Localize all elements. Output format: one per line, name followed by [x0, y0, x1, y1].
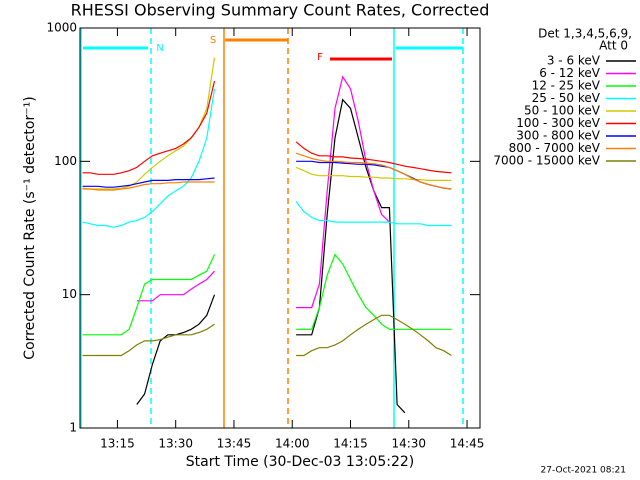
legend-title: Det 1,3,4,5,6,9,	[538, 27, 632, 41]
series-line	[82, 88, 452, 228]
y-tick-label: 1	[69, 421, 77, 435]
legend-label: 6 - 12 keV	[539, 66, 601, 80]
y-tick-label: 10	[62, 287, 77, 301]
legend-label: 50 - 100 keV	[524, 104, 601, 118]
y-tick-label: 100	[54, 154, 77, 168]
y-tick-label: 1000	[46, 21, 77, 35]
legend-label: 7000 - 15000 keV	[493, 154, 600, 168]
legend-label: 25 - 50 keV	[532, 91, 601, 105]
legend-label: 100 - 300 keV	[516, 116, 600, 130]
flag-markers	[80, 28, 464, 428]
legend-label: 12 - 25 keV	[532, 79, 601, 93]
series-line	[82, 57, 452, 190]
chart-title: RHESSI Observing Summary Count Rates, Co…	[71, 1, 490, 20]
plot-frame	[79, 27, 481, 429]
night-flag: N	[156, 43, 163, 54]
legend-label: 800 - 7000 keV	[509, 141, 601, 155]
series-line	[82, 152, 452, 191]
series-line	[136, 75, 390, 309]
flare-flag: F	[317, 52, 323, 63]
x-tick-label: 14:15	[333, 437, 368, 451]
x-axis-label: Start Time (30-Dec-03 13:05:22)	[186, 454, 414, 470]
x-tick-label: 13:45	[217, 437, 252, 451]
series-line	[82, 314, 452, 357]
x-tick-label: 14:30	[391, 437, 426, 451]
series-line	[82, 253, 452, 336]
x-tick-label: 14:00	[275, 437, 310, 451]
y-axis-label: Corrected Count Rate (s⁻¹ detector⁻¹)	[22, 96, 38, 359]
legend-label: 3 - 6 keV	[547, 54, 601, 68]
legend-label: 300 - 800 keV	[516, 129, 600, 143]
x-tick-label: 13:15	[100, 437, 135, 451]
series-line	[82, 80, 452, 175]
legend-title: Att 0	[599, 39, 628, 53]
series-line	[82, 160, 452, 190]
x-tick-label: 14:45	[450, 437, 485, 451]
x-tick-label: 13:30	[158, 437, 193, 451]
footer: 27-Oct-2021 08:21	[541, 466, 626, 476]
series-line	[136, 98, 406, 414]
saa-flag: S	[210, 35, 216, 46]
